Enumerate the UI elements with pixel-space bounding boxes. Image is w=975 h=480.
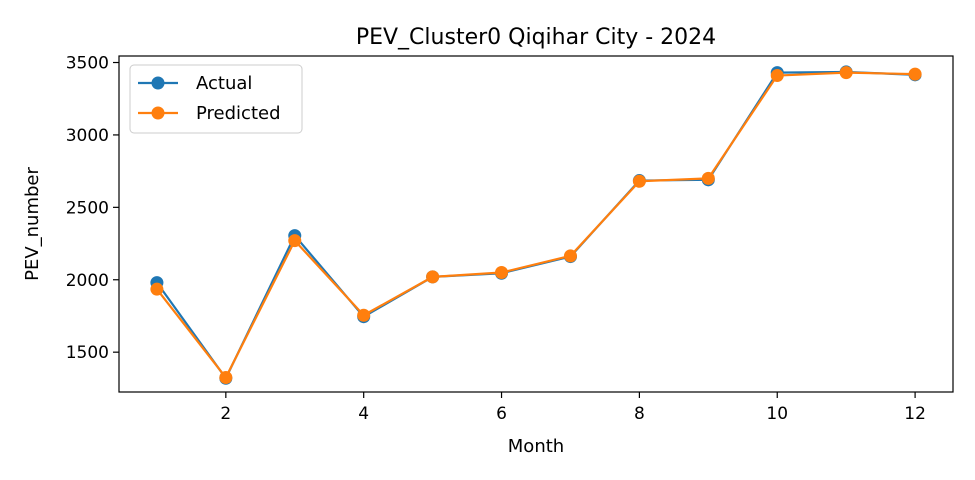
- data-point: [632, 174, 646, 188]
- series-predicted: [150, 66, 922, 385]
- y-tick-label: 1500: [66, 343, 109, 363]
- legend-entry: Actual: [138, 73, 252, 94]
- data-point: [357, 308, 371, 322]
- y-tick-label: 3500: [66, 54, 109, 74]
- legend-entry: Predicted: [138, 103, 281, 124]
- chart-title: PEV_Cluster0 Qiqihar City - 2024: [356, 25, 716, 50]
- x-tick-label: 4: [358, 404, 369, 424]
- data-point: [426, 270, 440, 284]
- data-point: [219, 371, 233, 385]
- x-axis: 2 4 6 8 10 12: [220, 392, 926, 424]
- legend-marker: [151, 76, 165, 90]
- y-axis-label: PEV_number: [22, 167, 43, 281]
- x-axis-label: Month: [508, 436, 564, 457]
- series-line: [156, 71, 916, 379]
- data-point: [839, 66, 853, 80]
- x-tick-label: 10: [766, 404, 788, 424]
- plot-frame: [118, 55, 954, 393]
- data-point: [701, 171, 715, 185]
- data-point: [288, 234, 302, 248]
- x-tick-label: 8: [634, 404, 645, 424]
- data-point: [770, 69, 784, 83]
- y-tick-label: 2500: [66, 198, 109, 218]
- y-axis: 1500 2000 2500 3000 3500: [66, 54, 119, 363]
- y-tick-label: 2000: [66, 271, 109, 291]
- legend-label: Actual: [196, 73, 252, 94]
- data-point: [563, 249, 577, 263]
- legend-marker: [151, 106, 165, 120]
- y-tick-label: 3000: [66, 126, 109, 146]
- data-point: [150, 282, 164, 296]
- legend: Actual Predicted: [129, 64, 303, 134]
- series-layer: [150, 65, 922, 385]
- data-point: [495, 266, 509, 280]
- x-tick-label: 12: [904, 404, 926, 424]
- x-tick-label: 2: [220, 404, 231, 424]
- plot-area: [118, 55, 954, 393]
- legend-label: Predicted: [196, 103, 281, 124]
- data-point: [908, 67, 922, 81]
- x-tick-label: 6: [496, 404, 507, 424]
